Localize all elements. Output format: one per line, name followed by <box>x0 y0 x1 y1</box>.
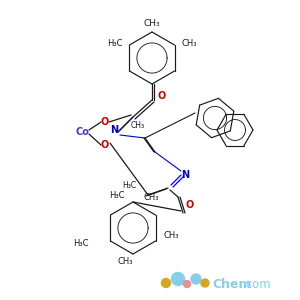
Text: CH₃: CH₃ <box>143 194 158 202</box>
Text: Co: Co <box>75 127 89 137</box>
Text: O: O <box>101 117 109 127</box>
Text: CH₃: CH₃ <box>163 232 178 241</box>
Text: CH₃: CH₃ <box>117 257 133 266</box>
Text: H₃C: H₃C <box>122 181 136 190</box>
Circle shape <box>191 274 201 284</box>
Text: O: O <box>186 200 194 210</box>
Text: N: N <box>181 170 189 180</box>
Text: N: N <box>110 125 118 135</box>
Text: H₃C: H₃C <box>74 239 89 248</box>
Circle shape <box>184 280 190 287</box>
Text: CH₃: CH₃ <box>131 121 145 130</box>
Text: .com: .com <box>243 278 272 290</box>
Text: CH₃: CH₃ <box>181 40 197 49</box>
Circle shape <box>172 272 184 286</box>
Text: H₃C: H₃C <box>107 40 123 49</box>
Text: H₃C: H₃C <box>110 190 125 200</box>
Circle shape <box>161 278 170 287</box>
Circle shape <box>201 279 209 287</box>
Text: CH₃: CH₃ <box>144 19 160 28</box>
Text: O: O <box>158 91 166 101</box>
Text: O: O <box>101 140 109 150</box>
Text: Chem: Chem <box>212 278 251 290</box>
